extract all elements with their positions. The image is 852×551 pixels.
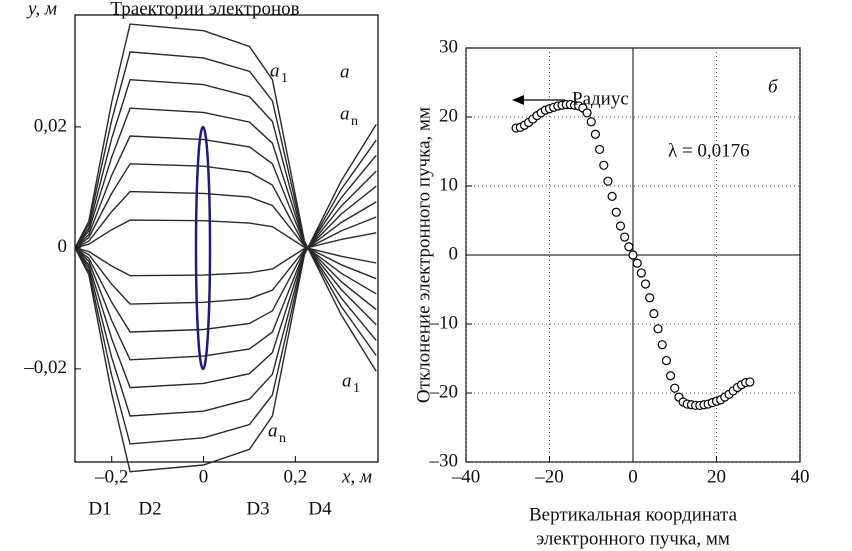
y-axis-label: y, м: [26, 0, 57, 19]
region-label: D2: [138, 498, 161, 519]
left-plot-frame: [74, 14, 379, 463]
y-tick-label: 10: [439, 174, 458, 195]
region-label: D4: [308, 498, 332, 519]
trajectory: [74, 216, 377, 305]
trajectory: [74, 185, 377, 361]
y-axis-label: Отклонение электронного пучка, мм: [413, 107, 434, 403]
annotation: a: [270, 60, 280, 81]
annotation: Радиус: [572, 88, 629, 109]
data-point: [620, 232, 630, 242]
y-tick-label: –20: [429, 381, 459, 402]
x-tick-label: –20: [534, 466, 564, 487]
y-tick-label: –0,02: [23, 357, 67, 378]
data-point: [665, 371, 676, 381]
arrow-head: [512, 95, 524, 105]
region-label: D1: [88, 498, 111, 519]
trajectory: [74, 139, 377, 445]
trajectory: [74, 107, 377, 326]
annotation-subscript: n: [279, 431, 286, 446]
x-axis-label: электронного пучка, мм: [536, 528, 730, 549]
trajectory: [74, 201, 377, 333]
data-point: [661, 355, 672, 366]
trajectory: [74, 170, 377, 389]
data-point: [653, 324, 663, 334]
annotation: a: [340, 103, 350, 124]
trajectory: [74, 51, 377, 356]
y-tick-label: 30: [439, 36, 458, 57]
x-tick-label: 40: [791, 466, 810, 487]
x-tick-label: –0,2: [94, 466, 128, 487]
annotation: a: [342, 370, 352, 391]
data-point: [636, 268, 646, 278]
data-point: [632, 258, 642, 268]
data-point: [649, 309, 659, 319]
annotation-subscript: n: [351, 114, 358, 129]
data-point: [615, 221, 626, 231]
data-point: [670, 383, 680, 393]
x-tick-label: 0: [628, 466, 638, 487]
y-tick-label: –30: [429, 450, 459, 471]
data-point: [657, 340, 667, 350]
x-axis-label: Вертикальная координата: [529, 504, 738, 525]
data-point: [582, 108, 592, 118]
x-axis-label: x, м: [341, 466, 372, 487]
data-point: [640, 279, 651, 289]
beam-ellipse: [194, 125, 212, 371]
x-tick-label: –40: [451, 466, 481, 487]
annotation: λ = 0,0176: [668, 140, 750, 161]
data-point: [628, 250, 638, 260]
chart-title: Траектории электронов: [110, 0, 299, 19]
y-tick-label: –10: [429, 312, 459, 333]
data-point: [603, 176, 613, 186]
x-tick-label: 0: [199, 466, 209, 487]
data-point: [590, 129, 601, 139]
region-label: D3: [246, 498, 269, 519]
trajectory: [74, 124, 377, 473]
data-point: [586, 117, 596, 127]
data-point: [611, 207, 621, 217]
data-point: [607, 191, 617, 201]
trajectory: [74, 23, 377, 372]
panel-label: а: [340, 61, 350, 82]
x-tick-label: 20: [707, 466, 726, 487]
y-tick-label: 20: [439, 105, 458, 126]
trajectory: [74, 135, 377, 311]
y-tick-label: 0: [449, 243, 459, 264]
annotation-subscript: 1: [281, 71, 288, 86]
trajectory: [74, 78, 377, 341]
x-tick-label: 0,2: [283, 466, 307, 487]
panel-label: б: [768, 76, 779, 97]
data-point: [624, 242, 634, 252]
trajectory: [74, 154, 377, 417]
trajectory: [74, 190, 377, 280]
annotation: a: [268, 420, 278, 441]
trajectory: [74, 232, 377, 277]
data-point: [599, 160, 609, 170]
y-tick-label: 0,02: [34, 115, 67, 136]
trajectory: [74, 219, 377, 264]
data-point: [594, 144, 605, 155]
trajectory: [74, 163, 377, 295]
y-tick-label: 0: [58, 236, 68, 257]
data-point: [745, 377, 755, 387]
annotation-subscript: 1: [353, 381, 360, 396]
data-point: [645, 293, 655, 303]
